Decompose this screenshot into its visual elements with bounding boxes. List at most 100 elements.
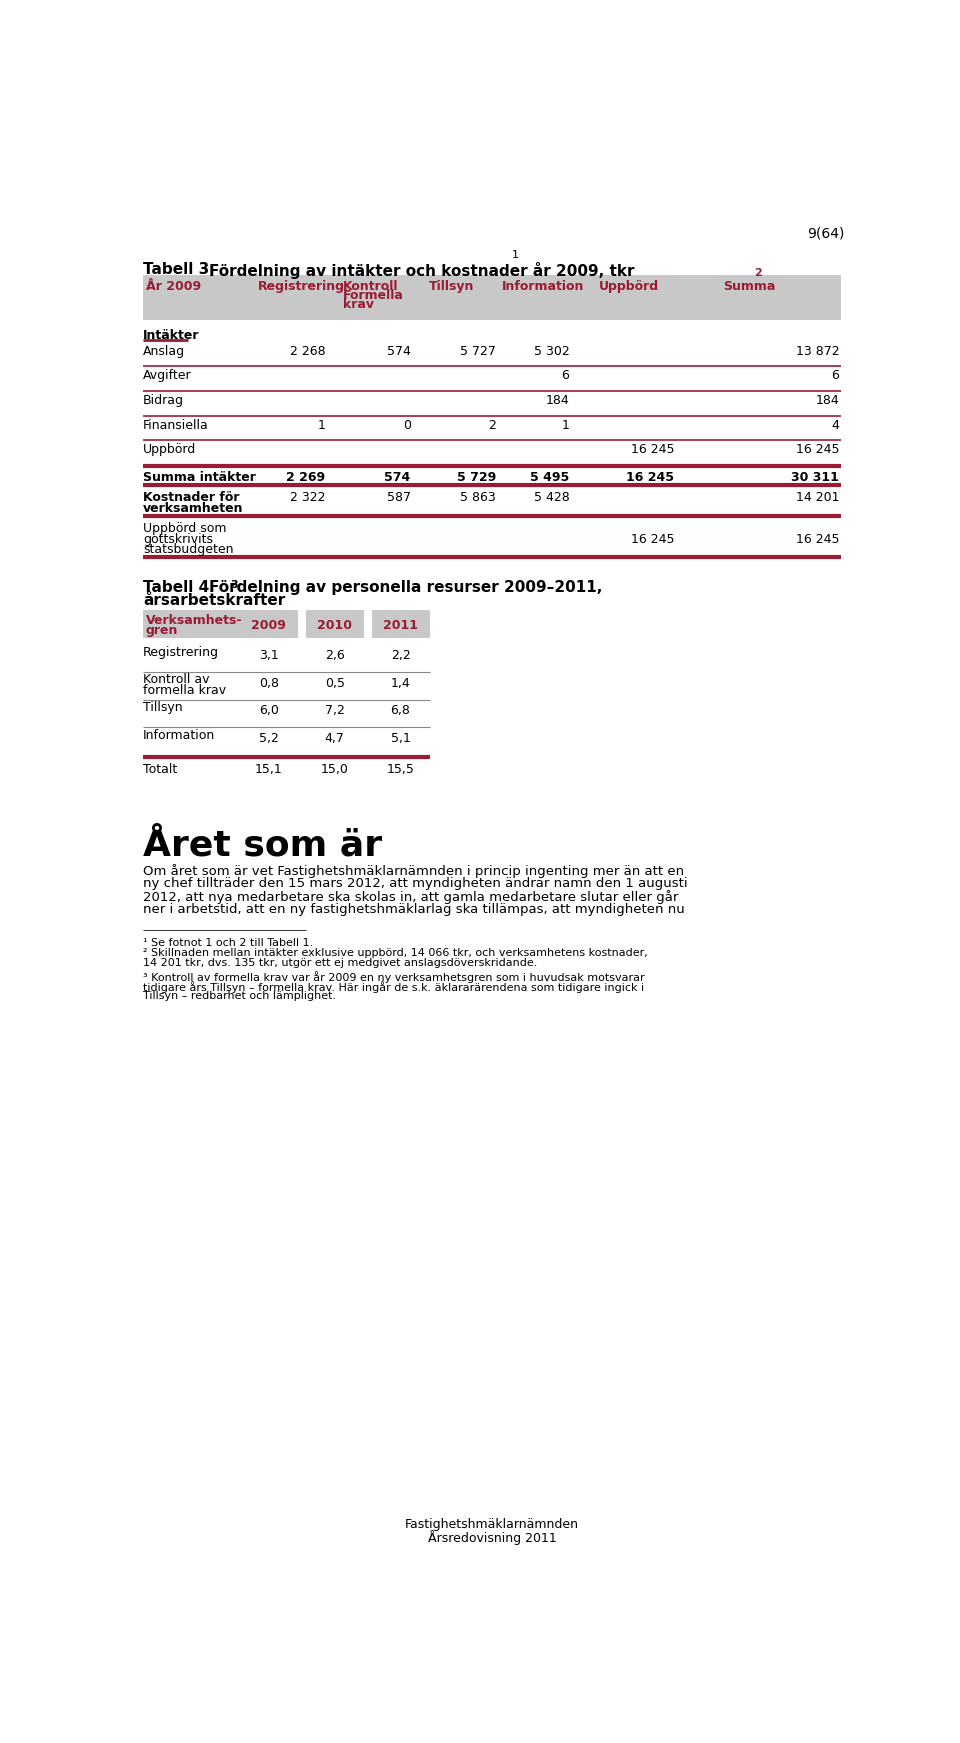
Text: 2009: 2009	[252, 619, 286, 631]
Text: tidigare års Tillsyn – formella krav. Här ingår de s.k. äklararärendena som tidi: tidigare års Tillsyn – formella krav. Hä…	[143, 981, 644, 992]
Text: 5 428: 5 428	[534, 492, 569, 504]
Text: ¹ Se fotnot 1 och 2 till Tabell 1.: ¹ Se fotnot 1 och 2 till Tabell 1.	[143, 938, 314, 948]
Text: 0: 0	[402, 418, 411, 432]
Text: 2 269: 2 269	[286, 471, 325, 485]
Text: 2011: 2011	[383, 619, 418, 631]
Text: 14 201 tkr, dvs. 135 tkr, utgör ett ej medgivet anslagsdöverskridande.: 14 201 tkr, dvs. 135 tkr, utgör ett ej m…	[143, 957, 538, 967]
Text: årsarbetskrafter: årsarbetskrafter	[143, 593, 285, 608]
Text: 184: 184	[545, 394, 569, 406]
Text: Intäkter: Intäkter	[143, 329, 200, 342]
Text: Information: Information	[502, 281, 585, 293]
Bar	[240, 610, 299, 638]
Text: 7,2: 7,2	[324, 704, 345, 718]
Bar	[255, 275, 341, 321]
Text: Summa: Summa	[723, 281, 776, 293]
Text: Tillsyn: Tillsyn	[428, 281, 474, 293]
Text: 30 311: 30 311	[791, 471, 839, 485]
Text: Avgifter: Avgifter	[143, 370, 192, 382]
Bar	[372, 610, 430, 638]
Text: 0,5: 0,5	[324, 676, 345, 690]
Text: 4,7: 4,7	[324, 732, 345, 744]
Text: Totalt: Totalt	[143, 763, 178, 776]
Bar	[500, 275, 596, 321]
Text: 5 727: 5 727	[460, 345, 496, 357]
Text: 1: 1	[562, 418, 569, 432]
Text: Uppbörd: Uppbörd	[143, 443, 197, 457]
Text: 15,5: 15,5	[387, 763, 415, 776]
Text: 2010: 2010	[317, 619, 352, 631]
Text: Fördelning av personella resurser 2009–2011,: Fördelning av personella resurser 2009–2…	[209, 579, 603, 594]
Text: Registrering: Registrering	[258, 281, 345, 293]
Bar	[143, 610, 240, 638]
Text: 6,8: 6,8	[391, 704, 411, 718]
Text: 16 245: 16 245	[631, 533, 674, 546]
Text: 5 729: 5 729	[457, 471, 496, 485]
Text: Information: Information	[143, 729, 215, 743]
Text: 16 245: 16 245	[626, 471, 674, 485]
Text: 13 872: 13 872	[796, 345, 839, 357]
Text: Anslag: Anslag	[143, 345, 185, 357]
Text: 5,2: 5,2	[259, 732, 278, 744]
Text: 5 495: 5 495	[530, 471, 569, 485]
Text: ner i arbetstid, att en ny fastighetshmäklarlag ska tillämpas, att myndigheten n: ner i arbetstid, att en ny fastighetshmä…	[143, 903, 685, 915]
Text: Kostnader för: Kostnader för	[143, 492, 240, 504]
Text: gren: gren	[146, 624, 178, 638]
Text: 6,0: 6,0	[259, 704, 278, 718]
Text: Finansiella: Finansiella	[143, 418, 209, 432]
Text: ny chef tillträder den 15 mars 2012, att myndigheten ändrar namn den 1 augusti: ny chef tillträder den 15 mars 2012, att…	[143, 877, 688, 889]
Text: 15,1: 15,1	[255, 763, 282, 776]
Text: 1,4: 1,4	[391, 676, 411, 690]
Text: 2: 2	[488, 418, 496, 432]
Text: 574: 574	[384, 471, 411, 485]
Text: Uppbörd: Uppbörd	[599, 281, 660, 293]
Text: 14 201: 14 201	[796, 492, 839, 504]
Text: krav: krav	[344, 298, 374, 312]
Text: 9(64): 9(64)	[807, 227, 845, 241]
Bar	[306, 610, 364, 638]
Text: verksamheten: verksamheten	[143, 502, 244, 514]
Text: Tillsyn – redbarhet och lämplighet.: Tillsyn – redbarhet och lämplighet.	[143, 990, 336, 1000]
Text: 6: 6	[831, 370, 839, 382]
Text: ² Skillnaden mellan intäkter exklusive uppbörd, 14 066 tkr, och verksamhetens ko: ² Skillnaden mellan intäkter exklusive u…	[143, 948, 648, 957]
Text: 5,1: 5,1	[391, 732, 411, 744]
Text: Fastighetshmäklarnämnden: Fastighetshmäklarnämnden	[405, 1518, 579, 1530]
Text: formella krav: formella krav	[143, 685, 227, 697]
Text: Fördelning av intäkter och kostnader år 2009, tkr: Fördelning av intäkter och kostnader år …	[209, 261, 635, 279]
Text: statsbudgeten: statsbudgeten	[143, 544, 233, 556]
Text: 0,8: 0,8	[259, 676, 278, 690]
Text: 3: 3	[230, 580, 238, 591]
Text: 3,1: 3,1	[259, 648, 278, 662]
Text: Året som är: Året som är	[143, 828, 382, 863]
Text: 184: 184	[815, 394, 839, 406]
Text: Verksamhets-: Verksamhets-	[146, 614, 242, 627]
Bar	[426, 275, 500, 321]
Text: 16 245: 16 245	[631, 443, 674, 457]
Text: Tabell 4: Tabell 4	[143, 579, 209, 594]
Text: 2: 2	[754, 268, 761, 279]
Bar	[143, 275, 255, 321]
Text: 6: 6	[562, 370, 569, 382]
Text: Kontroll: Kontroll	[344, 281, 398, 293]
Text: 5 302: 5 302	[534, 345, 569, 357]
Text: Om året som är vet Fastighetshmäklarnämnden i princip ingenting mer än att en: Om året som är vet Fastighetshmäklarnämn…	[143, 865, 684, 878]
Text: 15,0: 15,0	[321, 763, 348, 776]
Bar	[721, 275, 841, 321]
Text: 5 863: 5 863	[460, 492, 496, 504]
Text: Kontroll av: Kontroll av	[143, 673, 209, 687]
Bar	[341, 275, 426, 321]
Text: 4: 4	[831, 418, 839, 432]
Text: År 2009: År 2009	[146, 281, 201, 293]
Text: Registrering: Registrering	[143, 645, 219, 659]
Text: 2 268: 2 268	[290, 345, 325, 357]
Text: Bidrag: Bidrag	[143, 394, 184, 406]
Text: Summa intäkter: Summa intäkter	[143, 471, 256, 485]
Text: 2012, att nya medarbetare ska skolas in, att gamla medarbetare slutar eller går: 2012, att nya medarbetare ska skolas in,…	[143, 891, 679, 905]
Text: 1: 1	[512, 249, 518, 260]
Text: 16 245: 16 245	[796, 443, 839, 457]
Text: 2 322: 2 322	[290, 492, 325, 504]
Text: 587: 587	[387, 492, 411, 504]
Text: 2,2: 2,2	[391, 648, 411, 662]
Text: Tillsyn: Tillsyn	[143, 701, 182, 715]
Text: 2,6: 2,6	[324, 648, 345, 662]
Text: 1: 1	[318, 418, 325, 432]
